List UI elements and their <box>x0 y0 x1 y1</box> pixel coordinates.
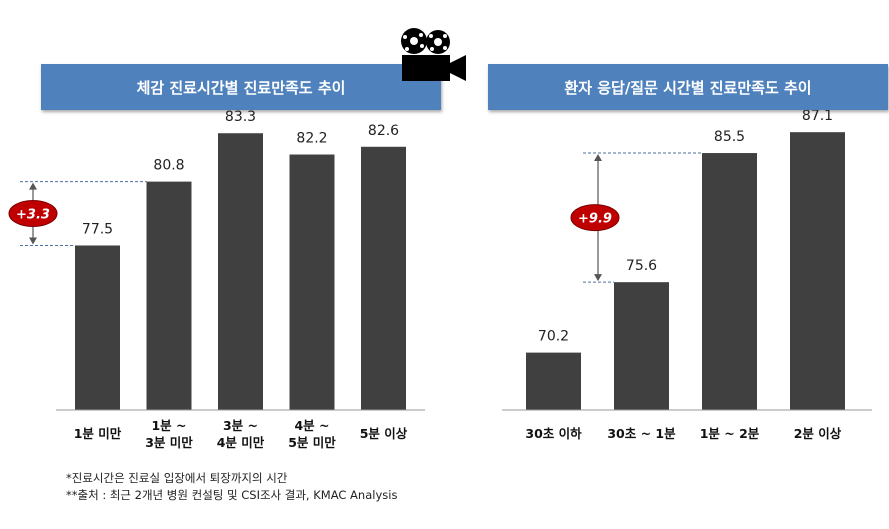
data-label: 75.6 <box>626 258 657 274</box>
category-label: 3분 미만 <box>145 435 193 450</box>
category-label: 30초 ~ 1분 <box>607 426 676 441</box>
bar <box>614 282 669 410</box>
bar <box>790 132 845 410</box>
difference-badge-label: +3.3 <box>16 208 50 223</box>
data-label: 83.3 <box>225 110 256 125</box>
category-label: 4분 ~ <box>294 418 329 433</box>
arrow-head-up <box>594 154 602 162</box>
footnote-source: **출처 : 최근 2개년 병원 컨설팅 및 CSI조사 결과, KMAC An… <box>66 488 398 502</box>
category-label: 5분 미만 <box>288 435 336 450</box>
bar <box>702 153 757 410</box>
bar <box>361 146 406 410</box>
movie-camera-icon <box>401 28 466 81</box>
category-label: 5분 이상 <box>360 426 408 441</box>
bar <box>75 245 120 410</box>
footnote-definition: *진료시간은 진료실 입장에서 퇴장까지의 시간 <box>66 471 288 485</box>
category-label: 1분 미만 <box>74 426 122 441</box>
left-bar-chart: 77.5 1분 미만 80.8 1분 ~ 3분 미만 83.3 3분 ~ 4분 미만 82.2 4… <box>8 110 425 450</box>
right-chart-title: 환자 응답/질문 시간별 진료만족도 추이 <box>488 64 888 110</box>
bar <box>218 133 263 410</box>
category-label: 1분 ~ 2분 <box>700 426 760 441</box>
data-label: 80.8 <box>153 158 184 174</box>
category-label: 1분 ~ <box>151 418 186 433</box>
data-label: 70.2 <box>538 329 569 345</box>
bar <box>146 181 192 410</box>
difference-badge <box>570 204 620 232</box>
arrow-head-down <box>594 274 602 282</box>
category-label: 4분 미만 <box>217 435 265 450</box>
bar <box>526 352 581 410</box>
data-label: 87.1 <box>802 110 833 124</box>
arrow-head-up <box>29 182 37 190</box>
right-bar-chart: 70.2 30초 이하 75.6 30초 ~ 1분 85.5 1분 ~ 2분 87.1 2분 … <box>502 110 872 441</box>
category-label: 3분 ~ <box>223 418 258 433</box>
left-chart-title: 체감 진료시간별 진료만족도 추이 <box>41 64 441 110</box>
arrow-head-down <box>29 237 37 245</box>
data-label: 82.6 <box>368 123 399 139</box>
difference-badge-label: +9.9 <box>578 212 612 227</box>
difference-badge <box>8 200 58 228</box>
data-label: 77.5 <box>82 221 113 237</box>
bar <box>289 154 335 410</box>
data-label: 82.2 <box>296 131 327 147</box>
data-label: 85.5 <box>714 129 745 145</box>
category-label: 30초 이하 <box>525 426 582 441</box>
category-label: 2분 이상 <box>794 426 842 441</box>
